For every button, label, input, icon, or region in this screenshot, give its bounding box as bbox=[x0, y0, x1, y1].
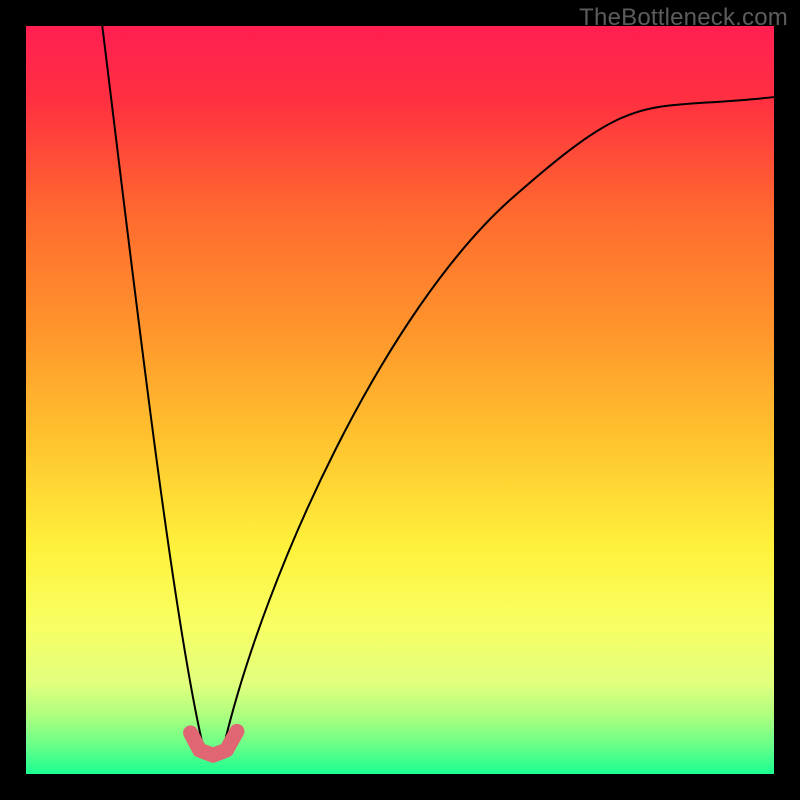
watermark-text: TheBottleneck.com bbox=[579, 4, 788, 32]
plot-background bbox=[26, 26, 774, 774]
chart-svg bbox=[0, 0, 800, 800]
